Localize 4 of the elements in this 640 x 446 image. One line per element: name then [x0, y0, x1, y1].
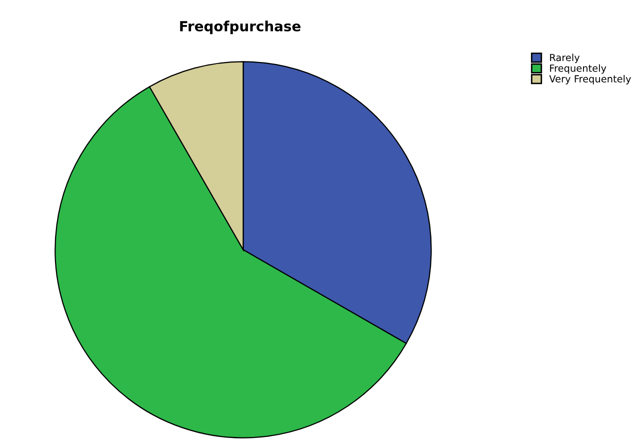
- legend-label: Very Frequentely: [549, 74, 631, 84]
- legend-label: Frequentely: [550, 64, 606, 74]
- chart-title: Freqofpurchase: [180, 20, 300, 34]
- legend-label: Rarely: [550, 54, 580, 64]
